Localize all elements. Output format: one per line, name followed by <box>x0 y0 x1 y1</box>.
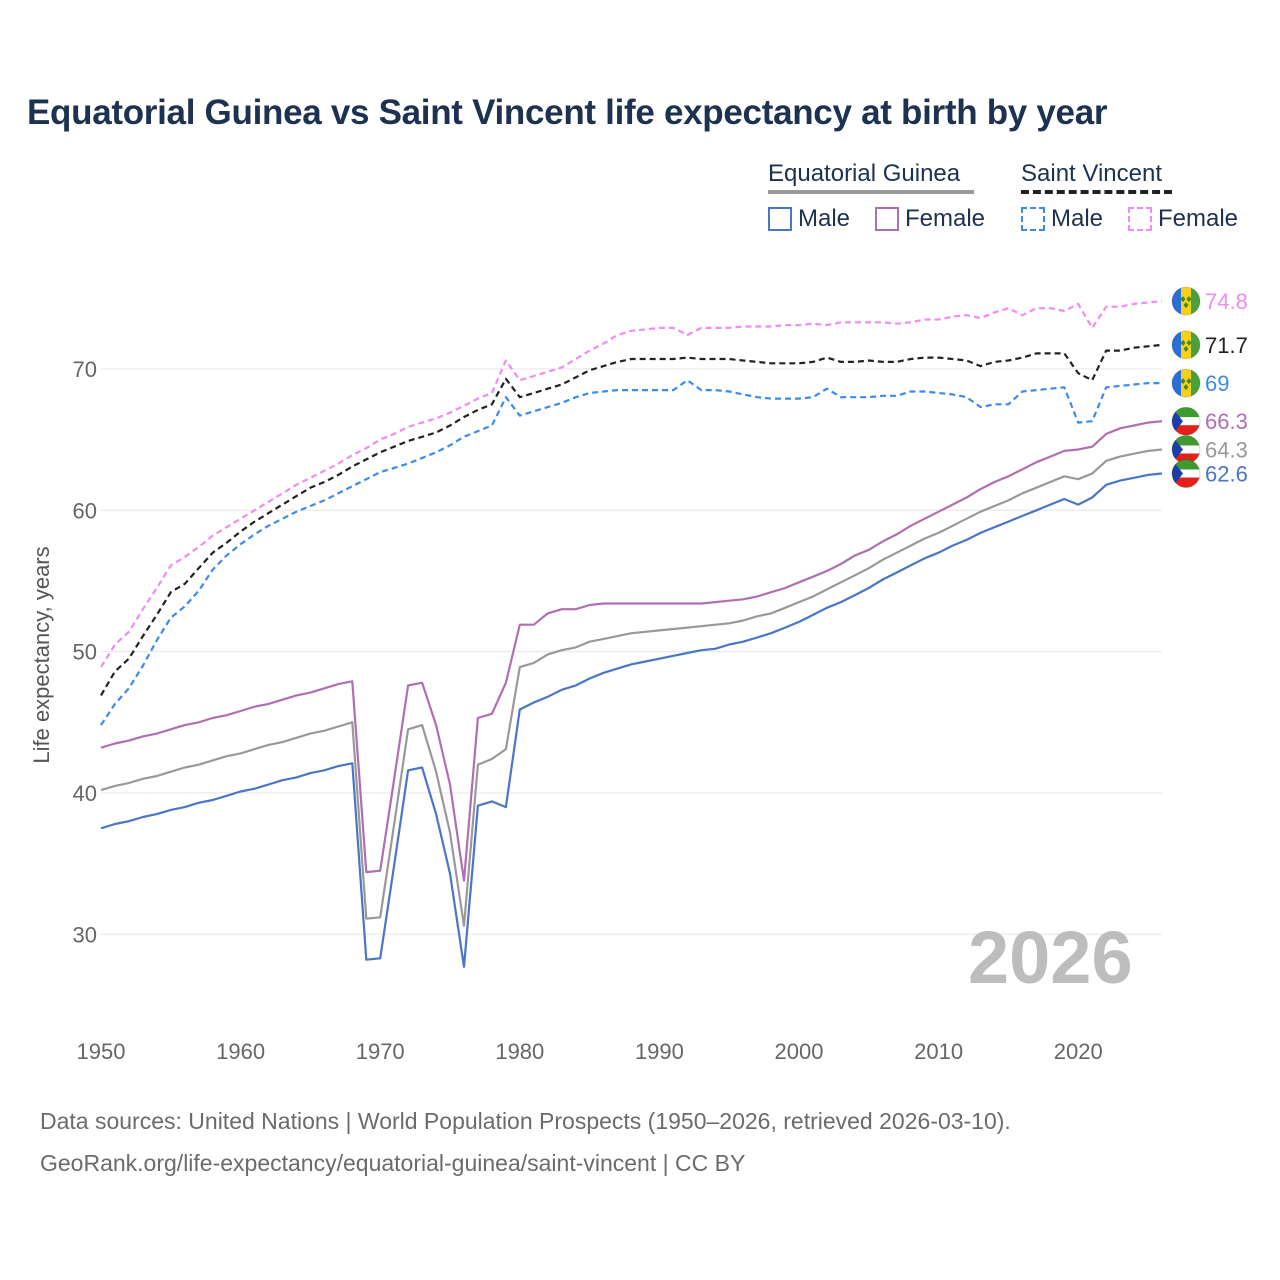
series-end-label: 66.3 <box>1205 409 1248 434</box>
legend-label: Female <box>1158 205 1239 232</box>
series-line-equatorial-guinea-female[interactable] <box>100 420 1163 882</box>
legend-label: Female <box>905 205 986 232</box>
series-line-equatorial-guinea-male[interactable] <box>100 472 1163 968</box>
chart-title: Equatorial Guinea vs Saint Vincent life … <box>27 93 1108 132</box>
legend-group-equatorial-guinea: Equatorial Guinea <box>768 160 974 194</box>
series-line-saint-vincent-total[interactable] <box>100 343 1163 696</box>
legend-group-saint-vincent: Saint Vincent <box>1021 160 1172 194</box>
flag-icon-equatorial-guinea <box>1171 459 1201 489</box>
x-tick-label: 1990 <box>635 1039 684 1064</box>
series-lines <box>100 300 1163 968</box>
legend-item-sv-female[interactable]: Female <box>1128 205 1238 233</box>
flag-icon-saint-vincent <box>1171 286 1201 316</box>
series-end-label: 71.7 <box>1205 333 1248 358</box>
y-tick-label: 70 <box>73 357 97 382</box>
legend-swatch <box>1021 207 1045 231</box>
flag-icon-saint-vincent <box>1171 330 1201 360</box>
y-tick-label: 50 <box>73 640 97 665</box>
year-stamp: 2026 <box>968 916 1133 999</box>
legend-label: Male <box>798 205 851 232</box>
series-end-labels: 74.8 71.7 69 66.3 64.362.6 <box>1171 286 1248 489</box>
x-tick-labels: 1950 1960 1970 1980 1990 2000 2010 2020 <box>77 1039 1103 1064</box>
legend-label: Male <box>1051 205 1104 232</box>
x-tick-label: 2000 <box>775 1039 824 1064</box>
legend-dashed-line-sample <box>1021 190 1172 194</box>
legend-item-sv-male[interactable]: Male <box>1021 205 1103 233</box>
gridlines <box>101 368 1162 935</box>
legend-swatch <box>875 207 899 231</box>
series-line-equatorial-guinea-total[interactable] <box>100 448 1163 927</box>
x-tick-label: 1960 <box>216 1039 265 1064</box>
source-line-2[interactable]: GeoRank.org/life-expectancy/equatorial-g… <box>40 1150 746 1176</box>
series-line-saint-vincent-female[interactable] <box>100 300 1163 668</box>
legend-item-eg-male[interactable]: Male <box>768 205 850 233</box>
flag-icon-saint-vincent <box>1171 368 1201 398</box>
series-end-label: 62.6 <box>1205 462 1248 487</box>
legend-group-label: Saint Vincent <box>1021 160 1162 187</box>
legend-group-label: Equatorial Guinea <box>768 160 961 187</box>
source-line-1: Data sources: United Nations | World Pop… <box>40 1108 1011 1134</box>
x-tick-label: 2010 <box>914 1039 963 1064</box>
x-tick-label: 2020 <box>1054 1039 1103 1064</box>
legend-swatch <box>1128 207 1152 231</box>
y-tick-label: 40 <box>73 781 97 806</box>
x-tick-label: 1980 <box>495 1039 544 1064</box>
series-end-label: 64.3 <box>1205 437 1248 462</box>
y-tick-labels: 30 40 50 60 70 <box>73 357 97 947</box>
series-end-label: 69 <box>1205 371 1229 396</box>
series-end-label: 74.8 <box>1205 289 1248 314</box>
flag-icon-equatorial-guinea <box>1171 406 1201 436</box>
x-tick-label: 1950 <box>77 1039 126 1064</box>
series-line-saint-vincent-male[interactable] <box>100 379 1162 726</box>
x-tick-label: 1970 <box>356 1039 405 1064</box>
legend-solid-line-sample <box>768 190 974 194</box>
legend-swatch <box>768 207 792 231</box>
y-tick-label: 30 <box>73 922 97 947</box>
legend-item-eg-female[interactable]: Female <box>875 205 985 233</box>
y-tick-label: 60 <box>73 498 97 523</box>
